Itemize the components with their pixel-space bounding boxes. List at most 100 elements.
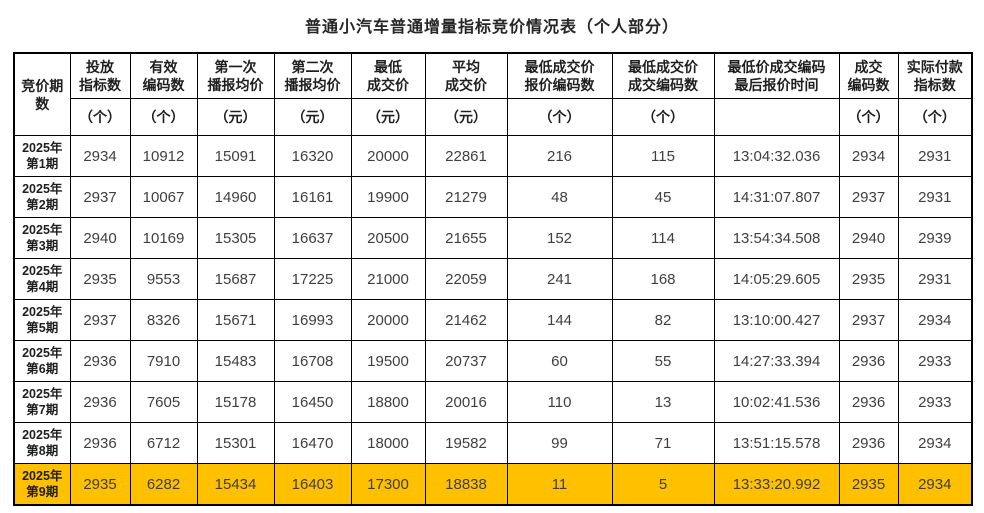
col-unit-10: （个） bbox=[838, 98, 899, 136]
data-cell: 168 bbox=[611, 258, 715, 300]
data-cell: 2937 bbox=[69, 176, 131, 218]
data-cell: 19900 bbox=[350, 176, 426, 218]
col-unit-11: （个） bbox=[897, 98, 973, 136]
page-title: 普通小汽车普通增量指标竞价情况表（个人部分） bbox=[304, 19, 679, 36]
data-cell: 2936 bbox=[69, 422, 131, 464]
col-unit-1: （个） bbox=[69, 98, 131, 136]
data-cell: 16470 bbox=[273, 422, 352, 464]
data-cell: 16708 bbox=[273, 340, 352, 382]
table-row: 2025年 第4期 2935 9553 15687 17225 21000 22059 241… bbox=[13, 258, 973, 300]
col-header-2: 有效 编码数 bbox=[129, 52, 198, 99]
col-unit-5: （元） bbox=[350, 98, 426, 136]
data-cell: 2933 bbox=[897, 340, 973, 382]
col-unit-9 bbox=[713, 98, 840, 136]
data-cell: 2940 bbox=[838, 217, 899, 259]
data-cell: 21279 bbox=[424, 176, 508, 218]
period-cell: 2025年 第1期 bbox=[13, 135, 71, 177]
data-cell: 15483 bbox=[196, 340, 275, 382]
data-cell: 22861 bbox=[424, 135, 508, 177]
data-cell: 20737 bbox=[424, 340, 508, 382]
col-header-11: 实际付款 指标数 bbox=[897, 52, 973, 99]
data-cell: 115 bbox=[611, 135, 715, 177]
data-cell: 2939 bbox=[897, 217, 973, 259]
data-cell: 19582 bbox=[424, 422, 508, 464]
col-header-5: 最低 成交价 bbox=[350, 52, 426, 99]
data-cell: 18800 bbox=[350, 381, 426, 423]
data-cell: 17300 bbox=[350, 463, 426, 506]
data-cell: 20500 bbox=[350, 217, 426, 259]
col-unit-7: （个） bbox=[506, 98, 613, 136]
table-row: 2025年 第2期 2937 10067 14960 16161 19900 21279 48… bbox=[13, 176, 973, 218]
data-cell: 15305 bbox=[196, 217, 275, 259]
data-cell: 16993 bbox=[273, 299, 352, 341]
col-header-3: 第一次 播报均价 bbox=[196, 52, 275, 99]
data-cell: 10067 bbox=[129, 176, 198, 218]
table-row: 2025年 第7期 2936 7605 15178 16450 18800 20016 110… bbox=[13, 381, 973, 423]
data-cell: 144 bbox=[506, 299, 613, 341]
data-cell: 13:10:00.427 bbox=[713, 299, 840, 341]
col-unit-4: （元） bbox=[273, 98, 352, 136]
header-row-units: （个） （个） （元） （元） （元） （元） （个） （个） （个） （个） bbox=[14, 98, 973, 136]
data-cell: 15301 bbox=[196, 422, 275, 464]
data-cell: 15434 bbox=[196, 463, 275, 506]
data-cell: 2936 bbox=[838, 340, 899, 382]
data-cell: 15687 bbox=[196, 258, 275, 300]
table-row: 2025年 第9期 2935 6282 15434 16403 17300 18838 11 5… bbox=[13, 463, 973, 506]
data-cell: 13:04:32.036 bbox=[713, 135, 840, 177]
data-cell: 20000 bbox=[350, 135, 426, 177]
data-cell: 20000 bbox=[350, 299, 426, 341]
data-cell: 2931 bbox=[897, 135, 973, 177]
data-cell: 99 bbox=[506, 422, 613, 464]
data-cell: 21655 bbox=[424, 217, 508, 259]
data-cell: 110 bbox=[506, 381, 613, 423]
data-cell: 2934 bbox=[897, 299, 973, 341]
data-cell: 48 bbox=[506, 176, 613, 218]
data-cell: 16450 bbox=[273, 381, 352, 423]
data-cell: 2936 bbox=[838, 422, 899, 464]
col-unit-8: （个） bbox=[611, 98, 715, 136]
data-cell: 13:51:15.578 bbox=[713, 422, 840, 464]
data-cell: 2936 bbox=[838, 381, 899, 423]
data-cell: 6282 bbox=[129, 463, 198, 506]
bidding-results-table: 竞价期 数 投放 指标数 有效 编码数 第一次 播报均价 第二次 播报均价 最低 成交价… bbox=[13, 52, 973, 506]
data-cell: 16637 bbox=[273, 217, 352, 259]
data-cell: 2937 bbox=[69, 299, 131, 341]
data-cell: 114 bbox=[611, 217, 715, 259]
col-header-6: 平均 成交价 bbox=[424, 52, 508, 99]
period-cell: 2025年 第5期 bbox=[13, 299, 71, 341]
period-cell: 2025年 第6期 bbox=[13, 340, 71, 382]
col-header-7: 最低成交价 报价编码数 bbox=[506, 52, 613, 99]
period-cell: 2025年 第2期 bbox=[13, 176, 71, 218]
period-cell: 2025年 第7期 bbox=[13, 381, 71, 423]
data-cell: 6712 bbox=[129, 422, 198, 464]
data-cell: 18838 bbox=[424, 463, 508, 506]
data-cell: 2931 bbox=[897, 176, 973, 218]
col-header-9: 最低价成交编码 最后报价时间 bbox=[713, 52, 840, 99]
data-cell: 18000 bbox=[350, 422, 426, 464]
data-cell: 55 bbox=[611, 340, 715, 382]
data-cell: 16320 bbox=[273, 135, 352, 177]
data-cell: 8326 bbox=[129, 299, 198, 341]
col-unit-3: （元） bbox=[196, 98, 275, 136]
data-cell: 7605 bbox=[129, 381, 198, 423]
table-body: 2025年 第1期 2934 10912 15091 16320 20000 22861 21… bbox=[13, 135, 973, 506]
data-cell: 241 bbox=[506, 258, 613, 300]
data-cell: 7910 bbox=[129, 340, 198, 382]
data-cell: 2935 bbox=[69, 258, 131, 300]
data-cell: 13:33:20.992 bbox=[713, 463, 840, 506]
data-cell: 21462 bbox=[424, 299, 508, 341]
data-cell: 2936 bbox=[69, 381, 131, 423]
col-header-10: 成交 编码数 bbox=[838, 52, 899, 99]
table-row: 2025年 第6期 2936 7910 15483 16708 19500 20737 60 5… bbox=[13, 340, 973, 382]
data-cell: 14:05:29.605 bbox=[713, 258, 840, 300]
data-cell: 2933 bbox=[897, 381, 973, 423]
data-cell: 82 bbox=[611, 299, 715, 341]
data-cell: 152 bbox=[506, 217, 613, 259]
data-cell: 22059 bbox=[424, 258, 508, 300]
col-unit-2: （个） bbox=[129, 98, 198, 136]
period-cell: 2025年 第8期 bbox=[13, 422, 71, 464]
data-cell: 10:02:41.536 bbox=[713, 381, 840, 423]
data-cell: 5 bbox=[611, 463, 715, 506]
data-cell: 10912 bbox=[129, 135, 198, 177]
data-cell: 2934 bbox=[897, 463, 973, 506]
